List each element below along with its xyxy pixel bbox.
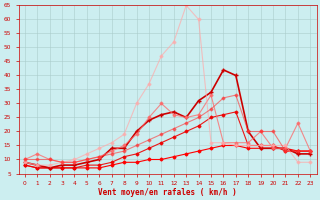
X-axis label: Vent moyen/en rafales ( km/h ): Vent moyen/en rafales ( km/h ) [98, 188, 237, 197]
